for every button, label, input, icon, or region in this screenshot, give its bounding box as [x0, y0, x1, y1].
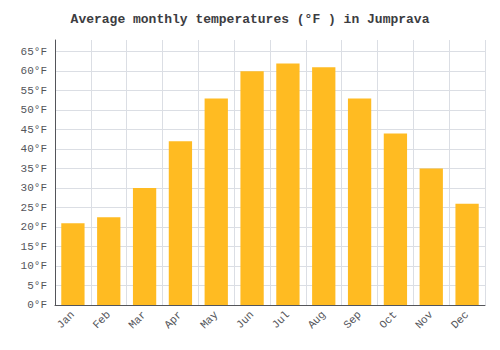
- svg-text:Apr: Apr: [162, 309, 184, 331]
- svg-text:25°F: 25°F: [21, 202, 47, 214]
- svg-text:Jun: Jun: [234, 309, 256, 331]
- svg-text:May: May: [198, 308, 221, 331]
- svg-text:0°F: 0°F: [27, 299, 47, 311]
- svg-text:Oct: Oct: [377, 309, 399, 331]
- svg-text:Jul: Jul: [270, 309, 292, 331]
- svg-text:40°F: 40°F: [21, 143, 47, 155]
- svg-text:Sep: Sep: [341, 309, 363, 331]
- svg-text:10°F: 10°F: [21, 260, 47, 272]
- svg-text:30°F: 30°F: [21, 182, 47, 194]
- svg-text:Aug: Aug: [306, 309, 328, 331]
- svg-text:Nov: Nov: [413, 308, 436, 331]
- svg-text:65°F: 65°F: [21, 46, 47, 58]
- svg-text:Average monthly temperatures (: Average monthly temperatures (°F ) in Ju…: [71, 12, 430, 27]
- svg-text:60°F: 60°F: [21, 65, 47, 77]
- svg-text:35°F: 35°F: [21, 163, 47, 175]
- svg-text:Mar: Mar: [126, 309, 148, 331]
- svg-text:Jan: Jan: [55, 309, 77, 331]
- svg-text:55°F: 55°F: [21, 85, 47, 97]
- svg-text:15°F: 15°F: [21, 241, 47, 253]
- svg-text:45°F: 45°F: [21, 124, 47, 136]
- svg-text:20°F: 20°F: [21, 221, 47, 233]
- svg-text:5°F: 5°F: [27, 280, 47, 292]
- svg-text:50°F: 50°F: [21, 104, 47, 116]
- svg-text:Feb: Feb: [91, 309, 113, 331]
- svg-text:Dec: Dec: [449, 309, 471, 331]
